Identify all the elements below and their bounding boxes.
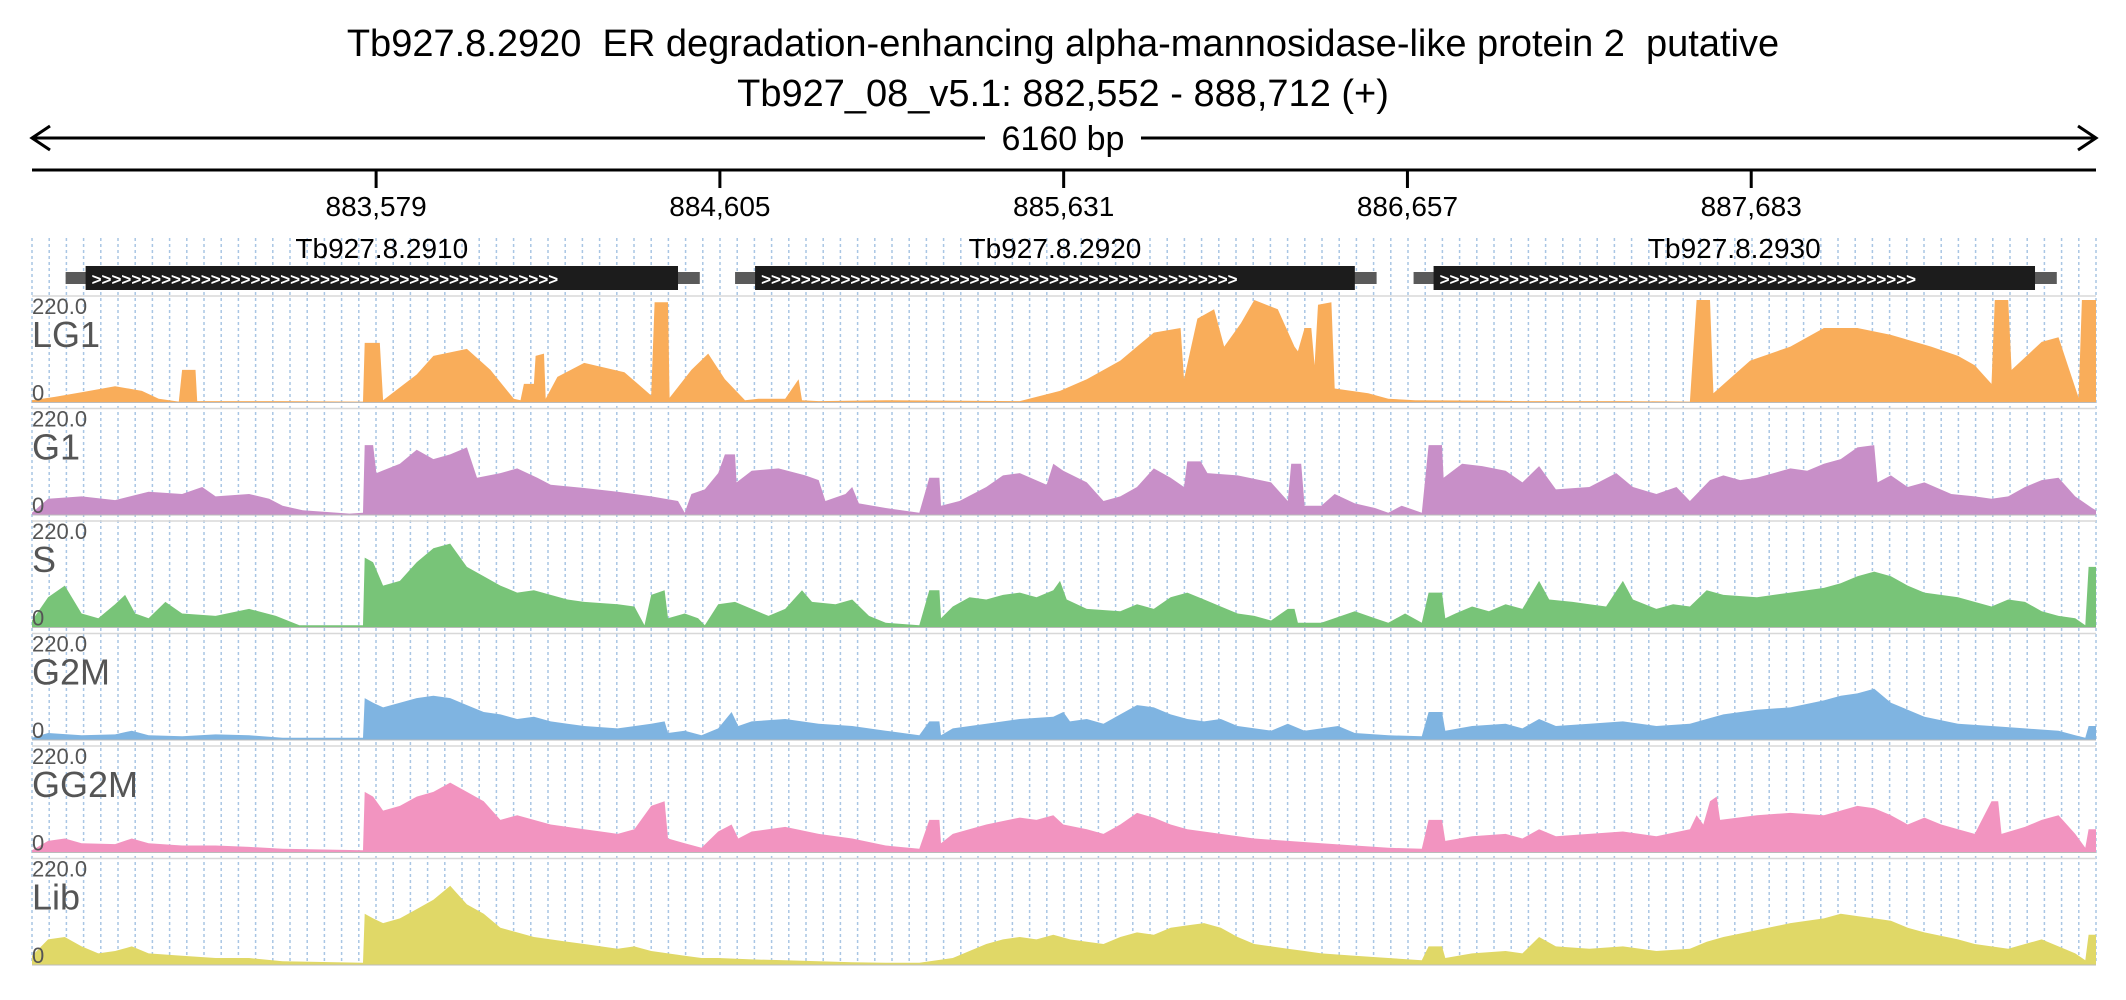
coverage-area (32, 445, 2096, 515)
coverage-area (32, 543, 2096, 628)
track-max-label: 220.0 (32, 519, 87, 544)
track-min-label: 0 (32, 831, 44, 856)
ruler-tick-label: 884,605 (669, 191, 770, 222)
track-label: S (32, 539, 56, 580)
track-max-label: 220.0 (32, 632, 87, 657)
gene-label: Tb927.8.2920 (969, 233, 1142, 264)
coverage-area (32, 688, 2096, 740)
gene-strand-arrows: >>>>>>>>>>>>>>>>>>>>>>>>>>>>>>>>>>>>>>>>… (761, 270, 1238, 289)
track-min-label: 0 (32, 718, 44, 743)
span-length-label: 6160 bp (1002, 120, 1125, 158)
ruler-tick-label: 886,657 (1357, 191, 1458, 222)
track-min-label: 0 (32, 493, 44, 518)
locus-coordinates: Tb927_08_v5.1: 882,552 - 888,712 (+) (737, 73, 1389, 115)
ruler-tick-label: 887,683 (1701, 191, 1802, 222)
gene-body (85, 266, 679, 290)
ruler-tick-label: 885,631 (1013, 191, 1114, 222)
track-min-label: 0 (32, 943, 44, 968)
track-label: LG1 (32, 314, 100, 355)
gene-strand-arrows: >>>>>>>>>>>>>>>>>>>>>>>>>>>>>>>>>>>>>>>>… (1440, 270, 1917, 289)
span-arrowhead-left (29, 124, 51, 152)
gene-strand-arrows: >>>>>>>>>>>>>>>>>>>>>>>>>>>>>>>>>>>>>>>>… (92, 270, 559, 289)
gene-label: Tb927.8.2910 (295, 233, 468, 264)
track-label: G2M (32, 652, 110, 693)
track-max-label: 220.0 (32, 407, 87, 432)
ruler-tick-label: 883,579 (326, 191, 427, 222)
track-max-label: 220.0 (32, 294, 87, 319)
track-min-label: 0 (32, 606, 44, 631)
coverage-area (32, 885, 2096, 965)
coverage-area (32, 782, 2096, 853)
gene-annotation-track: >>>>>>>>>>>>>>>>>>>>>>>>>>>>>>>>>>>>>>>>… (65, 233, 2057, 290)
coverage-track: 220.0S 0 (32, 519, 2096, 631)
track-label: Lib (32, 877, 80, 918)
span-arrowhead-right (2077, 124, 2099, 152)
track-label: G1 (32, 427, 80, 468)
gene-body (1433, 266, 2036, 290)
coverage-track: 220.0G1 0 (32, 407, 2096, 518)
track-max-label: 220.0 (32, 857, 87, 882)
coordinate-ruler: 883,579 884,605 885,631 886,657 887,683 (32, 168, 2096, 222)
gene-label: Tb927.8.2930 (1648, 233, 1821, 264)
track-min-label: 0 (32, 381, 44, 406)
coverage-area (32, 300, 2096, 403)
region-span-arrow: 6160 bp (29, 120, 2099, 158)
coverage-tracks: 220.0LG10220.0G10220.0S0220.0G2M0220.0GG… (32, 294, 2096, 968)
gene-title: Tb927.8.2920 ER degradation-enhancing al… (346, 23, 1780, 65)
gene-body (755, 266, 1355, 290)
track-max-label: 220.0 (32, 744, 87, 769)
track-label: GG2M (32, 764, 138, 805)
